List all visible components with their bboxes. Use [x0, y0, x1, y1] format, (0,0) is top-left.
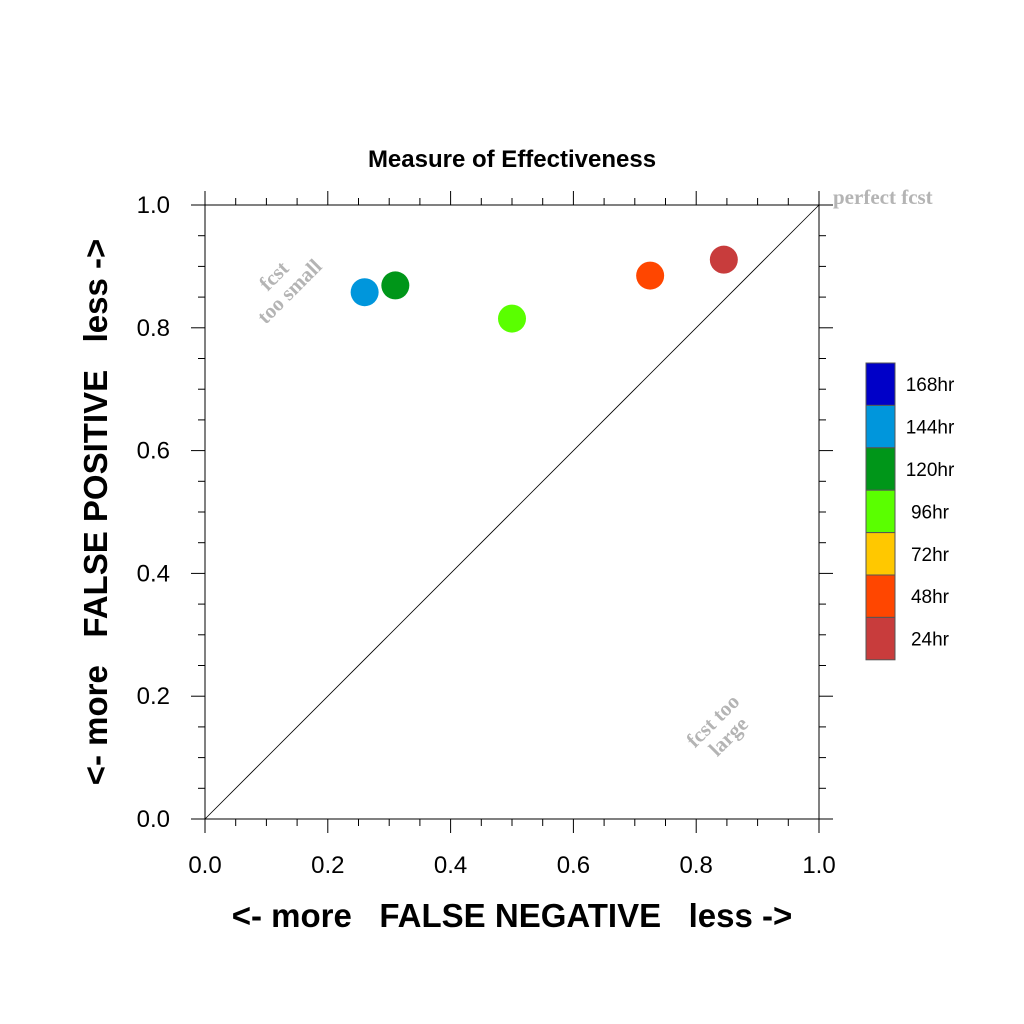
too-large-note: fcst too large [681, 689, 752, 760]
too-small-note: fcst too small [252, 254, 326, 328]
perfect-forecast-note: perfect fcst [833, 185, 933, 209]
x-tick-label: 0.8 [680, 852, 713, 879]
x-tick-label: 0.2 [311, 852, 344, 879]
legend-swatch [865, 489, 896, 534]
too-small-line-2: too small [252, 254, 326, 328]
chart-title: Measure of Effectiveness [368, 146, 656, 173]
y-axis-label: <- more FALSE POSITIVE less -> [77, 239, 114, 786]
legend-swatch [865, 404, 896, 449]
data-point-24hr [709, 245, 738, 274]
data-point-96hr [498, 304, 526, 333]
legend-label: 144hr [906, 418, 955, 439]
legend-label: 24hr [911, 630, 950, 651]
legend-label: 72hr [911, 545, 950, 566]
y-tick-label: 0.4 [137, 560, 170, 587]
y-tick-label: 1.0 [137, 192, 170, 219]
x-tick-label: 1.0 [802, 852, 835, 879]
legend-swatch [865, 532, 896, 576]
x-tick-label: 0.6 [557, 852, 590, 879]
legend-swatch [865, 447, 896, 491]
axis-ticks: 0.0 0.2 0.4 0.6 0.8 1.0 0.0 0.2 0.4 0.6 0.8 1.0 [137, 191, 836, 879]
legend-label: 120hr [906, 460, 955, 481]
data-points [350, 245, 738, 333]
legend-swatch [865, 616, 896, 661]
data-point-120hr [381, 271, 410, 300]
x-axis-label: <- more FALSE NEGATIVE less -> [232, 897, 793, 934]
y-tick-label: 0.2 [137, 683, 170, 710]
y-tick-label: 0.6 [137, 438, 170, 465]
legend-label: 168hr [906, 375, 955, 396]
data-point-144hr [350, 278, 379, 307]
x-tick-label: 0.0 [188, 852, 221, 879]
x-tick-label: 0.4 [434, 852, 467, 879]
data-point-48hr [636, 261, 665, 290]
legend: 168hr 144hr 120hr 96hr 72hr 48hr 24hr [865, 362, 955, 661]
legend-swatch [865, 362, 896, 406]
diagonal-reference-line [204, 204, 820, 820]
legend-swatch [865, 574, 896, 618]
legend-label: 48hr [911, 587, 950, 608]
legend-label: 96hr [911, 502, 950, 523]
y-tick-label: 0.8 [137, 315, 170, 342]
y-tick-label: 0.0 [137, 806, 170, 833]
